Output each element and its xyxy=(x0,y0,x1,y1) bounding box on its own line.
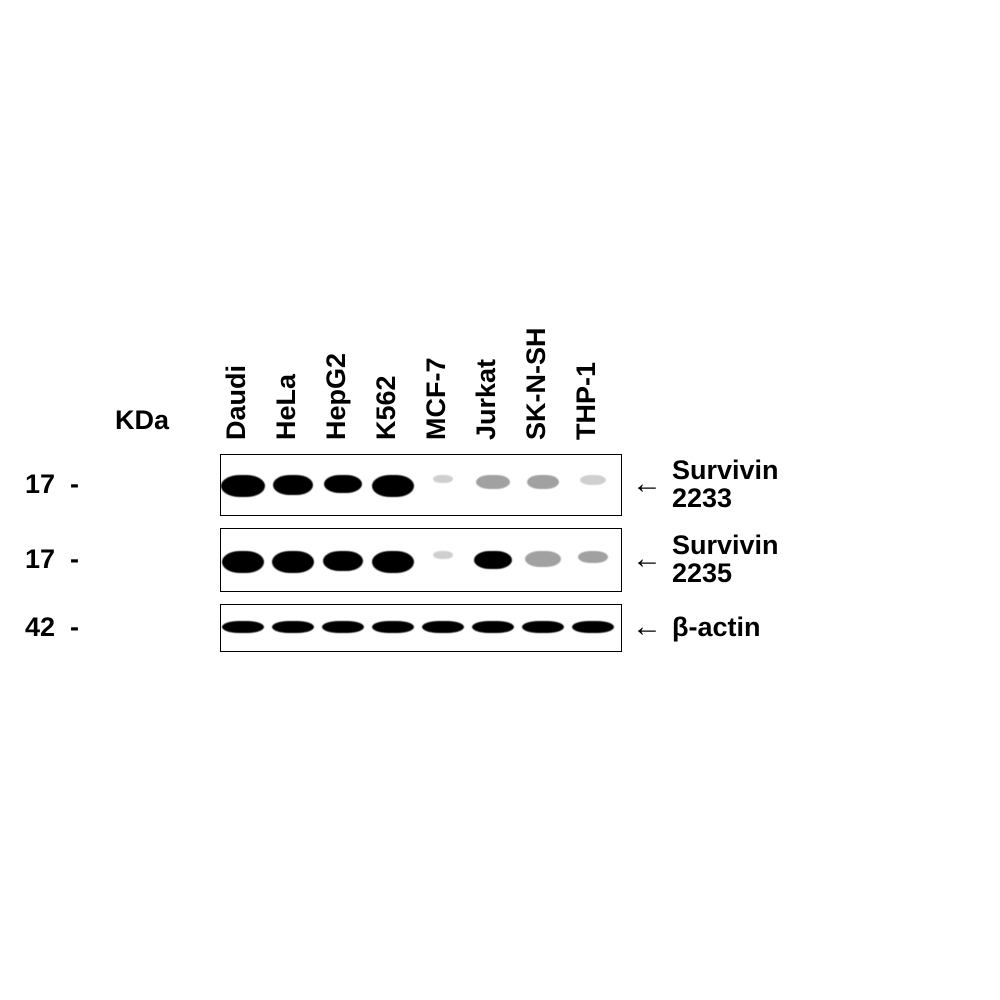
band xyxy=(433,551,453,559)
lane-label-daudi: Daudi xyxy=(221,365,252,440)
band xyxy=(578,551,608,563)
row-arrow-label: ← Survivin2233 xyxy=(632,456,779,513)
mw-tick: - xyxy=(70,544,79,575)
mw-label: 17 xyxy=(25,544,55,575)
arrow-icon: ← xyxy=(632,544,662,574)
lane-label-jurkat: Jurkat xyxy=(471,359,502,440)
band xyxy=(527,475,559,489)
arrow-text: Survivin2235 xyxy=(672,531,779,588)
band xyxy=(433,475,453,483)
band xyxy=(572,621,614,633)
band xyxy=(372,551,414,573)
band xyxy=(525,551,561,567)
band xyxy=(221,475,265,497)
arrow-text: Survivin2233 xyxy=(672,456,779,513)
arrow-icon: ← xyxy=(632,469,662,499)
lane-labels: Daudi HeLa HepG2 K562 MCF-7 Jurkat SK-N-SH THP-… xyxy=(120,280,880,440)
lane-label-hepg2: HepG2 xyxy=(321,353,352,440)
band xyxy=(322,621,364,633)
band xyxy=(372,621,414,633)
row-arrow-label: ← β-actin xyxy=(632,612,761,642)
blot-row-0: 17-←Survivin2233 xyxy=(120,454,880,514)
band xyxy=(372,475,414,497)
band xyxy=(580,475,606,485)
band xyxy=(222,621,264,633)
band xyxy=(273,475,313,495)
arrow-icon: ← xyxy=(632,612,662,642)
row-arrow-label: ← Survivin2235 xyxy=(632,531,779,588)
blot-box xyxy=(220,604,622,652)
mw-tick: - xyxy=(70,469,79,500)
arrow-text: β-actin xyxy=(672,613,761,641)
western-blot-figure: KDa DaudiHeLaHepG2K562MCF-7JurkatSK-N-SH… xyxy=(120,280,880,650)
band xyxy=(222,551,264,573)
band xyxy=(324,475,362,493)
band xyxy=(522,621,564,633)
mw-label: 42 xyxy=(25,612,55,643)
mw-tick: - xyxy=(70,612,79,643)
lane-label-thp-1: THP-1 xyxy=(571,362,602,440)
lane-label-mcf-7: MCF-7 xyxy=(421,358,452,441)
band xyxy=(422,621,464,633)
blot-row-1: 17-←Survivin2235 xyxy=(120,528,880,590)
band xyxy=(472,621,514,633)
band xyxy=(474,551,512,569)
band xyxy=(272,551,314,573)
blot-rows: 17-←Survivin223317-←Survivin223542-←β-ac… xyxy=(120,454,880,650)
lane-label-sk-n-sh: SK-N-SH xyxy=(521,328,552,441)
lane-label-k562: K562 xyxy=(371,375,402,440)
blot-box xyxy=(220,454,622,516)
band xyxy=(272,621,314,633)
blot-box xyxy=(220,528,622,592)
band xyxy=(323,551,363,571)
mw-label: 17 xyxy=(25,469,55,500)
blot-row-2: 42-←β-actin xyxy=(120,604,880,650)
band xyxy=(476,475,510,489)
lane-label-hela: HeLa xyxy=(271,374,302,440)
